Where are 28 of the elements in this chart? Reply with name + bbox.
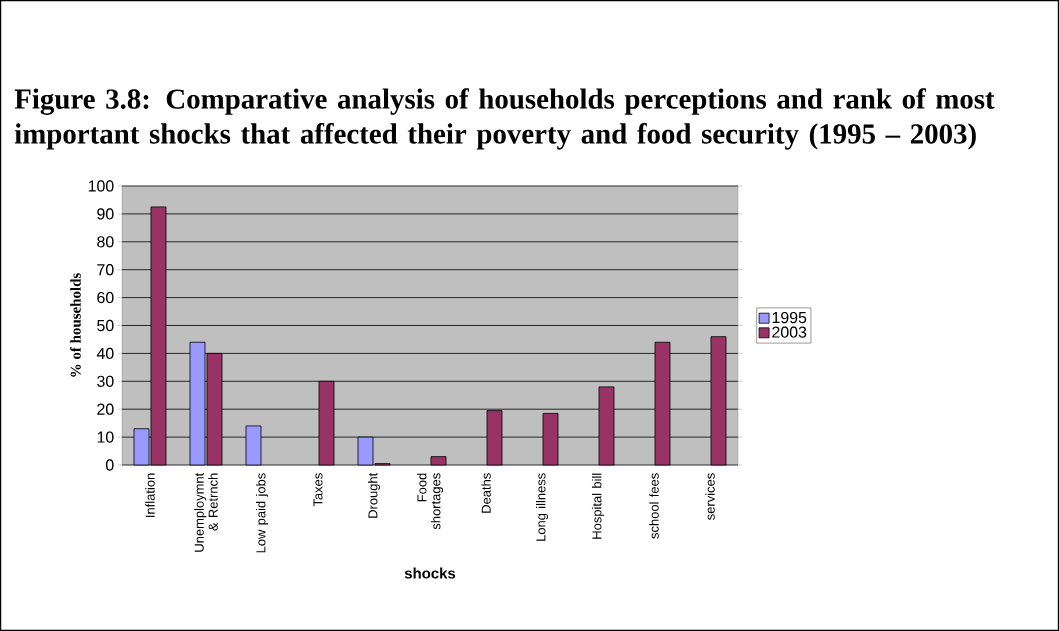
y-tick-label: 90 [97,208,114,220]
x-tick-label: Deaths [481,473,491,513]
x-tick-label: Hospital bill [591,473,605,539]
y-tick-label: 0 [105,459,114,471]
y-tick-label: 10 [97,431,114,443]
x-tick-label: Low paid jobs [255,473,269,553]
x-tick-label: Taxes [313,473,323,507]
bar [430,456,447,466]
y-tick-label: 80 [97,236,114,248]
x-tick-label: Unemploymnt & Retrnch [194,472,218,552]
y-tick-label: 20 [97,403,114,415]
x-tick-label: school fees [649,473,659,539]
x-axis-title: shocks [404,567,456,579]
x-tick-label: Drought [367,472,381,518]
y-tick-label: 50 [97,319,114,332]
x-tick-label: Long illness [535,473,549,541]
y-tick-label: 40 [96,347,114,360]
chart-title: Figure 3.8: Comparative analysis of households perceptions and rank of most important shocks that affected their poverty and food security (1995 – 2003) [14,88,995,150]
x-tick-label: Inflation [145,473,155,517]
legend-label: 1995 [772,311,807,324]
x-tick-label: services [705,473,715,520]
y-tick-label: 60 [97,291,114,304]
x-tick-label: Food shortages [416,473,444,530]
y-tick-label: 100 [88,180,114,192]
y-axis-title: % of households [70,273,81,377]
y-tick-label: 70 [97,264,114,276]
y-tick-label: 30 [97,375,114,387]
legend-label: 2003 [772,326,807,338]
